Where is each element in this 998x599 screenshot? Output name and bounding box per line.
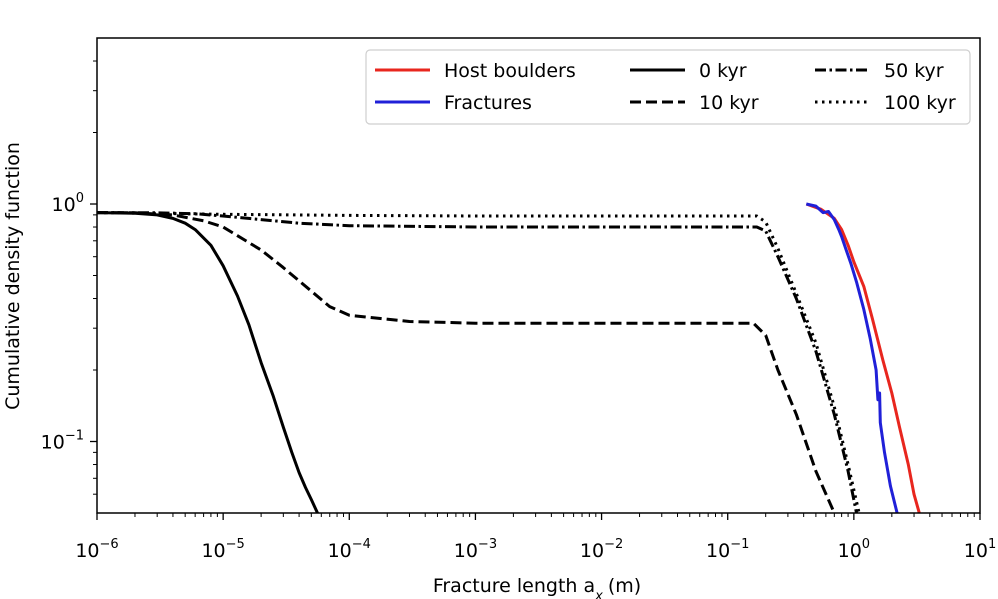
series-line-0-kyr xyxy=(97,211,319,513)
x-tick-label: 10−4 xyxy=(328,537,371,562)
y-axis-title: Cumulative density function xyxy=(2,142,24,410)
y-tick-label: 100 xyxy=(52,191,84,216)
series-group xyxy=(97,202,921,513)
legend-label: Host boulders xyxy=(444,60,576,82)
series-line-100-kyr xyxy=(97,211,861,513)
legend-label: 0 kyr xyxy=(699,60,747,82)
x-tick-label: 100 xyxy=(838,537,870,562)
x-axis-title: Fracture length ax (m) xyxy=(433,575,641,599)
x-tick-label: 101 xyxy=(964,537,996,562)
legend: Host boulders Fractures 0 kyr 10 kyr 50 kyr 1… xyxy=(365,49,971,125)
series-line-50-kyr xyxy=(97,211,858,513)
ticks-layer: 10−6 10−5 10−4 10−3 10−2 10−1 100 101 100 10−1 xyxy=(41,37,996,562)
x-tick-label: 10−2 xyxy=(580,537,623,562)
x-tick-label: 10−6 xyxy=(75,537,118,562)
legend-label: 50 kyr xyxy=(884,60,944,82)
plot-area xyxy=(97,202,921,513)
series-line-fractures xyxy=(805,202,899,513)
y-tick-label: 10−1 xyxy=(41,429,84,454)
legend-label: 10 kyr xyxy=(699,92,759,114)
x-tick-label: 10−3 xyxy=(454,537,497,562)
x-tick-label: 10−5 xyxy=(201,537,244,562)
legend-label: Fractures xyxy=(444,92,532,114)
series-line-10-kyr xyxy=(97,211,836,513)
x-tick-label: 10−1 xyxy=(706,537,749,562)
legend-label: 100 kyr xyxy=(884,92,956,114)
series-line-host-boulders xyxy=(805,202,921,513)
